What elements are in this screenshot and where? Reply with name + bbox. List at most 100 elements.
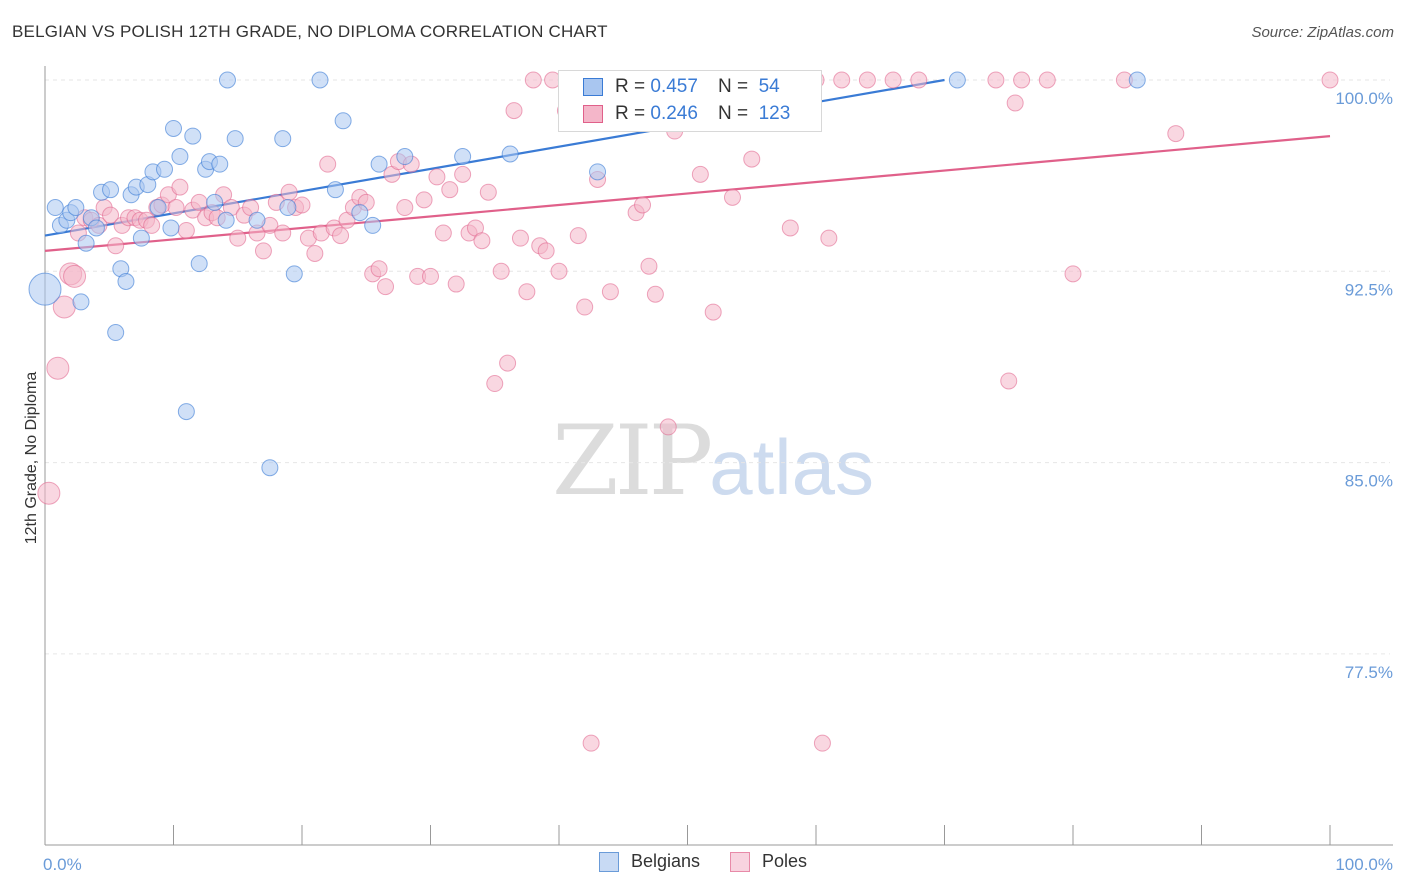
x-tick-label-max: 100.0% bbox=[1335, 855, 1393, 874]
poles-point bbox=[640, 257, 658, 275]
belgians-point bbox=[132, 229, 150, 247]
poles-point bbox=[415, 191, 433, 209]
series-label-poles: Poles bbox=[762, 851, 808, 871]
belgians-point bbox=[501, 145, 519, 163]
poles-point bbox=[473, 232, 491, 250]
poles-point bbox=[1038, 71, 1056, 89]
chart-title: BELGIAN VS POLISH 12TH GRADE, NO DIPLOMA… bbox=[12, 22, 608, 41]
belgians-point bbox=[217, 211, 235, 229]
series-swatch-pink bbox=[730, 851, 750, 872]
belgians-point bbox=[326, 181, 344, 199]
poles-point bbox=[1064, 265, 1082, 283]
legend-r-value: 0.246 bbox=[650, 103, 698, 124]
gridlines bbox=[45, 79, 1390, 655]
belgians-point bbox=[218, 71, 236, 89]
belgians-point bbox=[279, 199, 297, 217]
poles-point bbox=[177, 221, 195, 239]
belgians-point bbox=[107, 324, 125, 342]
poles-point bbox=[511, 229, 529, 247]
poles-point bbox=[171, 178, 189, 196]
poles-point bbox=[1006, 94, 1024, 112]
belgians-point bbox=[72, 293, 90, 311]
belgians-point bbox=[1128, 71, 1146, 89]
legend-r-value: 0.457 bbox=[650, 76, 698, 97]
belgians-point bbox=[177, 403, 195, 421]
belgians-point bbox=[67, 199, 85, 217]
poles-point bbox=[492, 262, 510, 280]
belgians-point bbox=[248, 211, 266, 229]
belgians-point bbox=[311, 71, 329, 89]
belgians-point bbox=[46, 199, 64, 217]
source-label: Source: ZipAtlas.com bbox=[1251, 24, 1394, 41]
poles-point bbox=[723, 188, 741, 206]
poles-point bbox=[987, 71, 1005, 89]
poles-point bbox=[601, 283, 619, 301]
poles-point bbox=[550, 262, 568, 280]
belgians-points bbox=[28, 71, 1146, 477]
poles-point bbox=[63, 264, 87, 288]
y-tick-label: 100.0% bbox=[1335, 89, 1393, 108]
tick-labels: 100.0% 92.5% 85.0% 77.5% 0.0% 100.0% bbox=[43, 89, 1393, 874]
belgians-point bbox=[285, 265, 303, 283]
series-legend: Belgians Poles bbox=[0, 851, 1406, 872]
watermark: ZIPatlas bbox=[552, 405, 874, 517]
belgians-point bbox=[334, 112, 352, 130]
poles-point bbox=[820, 229, 838, 247]
belgians-point bbox=[149, 199, 167, 217]
belgians-point bbox=[370, 155, 388, 173]
poles-point bbox=[454, 165, 472, 183]
poles-point bbox=[646, 285, 664, 303]
watermark-zip: ZIP bbox=[552, 405, 713, 517]
poles-point bbox=[479, 183, 497, 201]
belgians-point bbox=[454, 148, 472, 166]
poles-point bbox=[704, 303, 722, 321]
axes bbox=[44, 66, 1393, 846]
poles-point bbox=[396, 199, 414, 217]
legend-row-belgians: R = 0.457 N = 54 bbox=[583, 75, 780, 99]
belgians-point bbox=[171, 148, 189, 166]
series-legend-belgians: Belgians bbox=[598, 851, 700, 872]
belgians-point bbox=[165, 119, 182, 137]
poles-point bbox=[422, 267, 439, 285]
legend-n-value: 123 bbox=[758, 103, 791, 124]
belgians-point bbox=[162, 219, 180, 237]
legend-r-label: R = bbox=[615, 76, 646, 97]
series-label-belgians: Belgians bbox=[630, 851, 700, 871]
poles-point bbox=[499, 354, 517, 372]
poles-point bbox=[486, 375, 504, 393]
belgians-point bbox=[226, 130, 244, 148]
poles-point bbox=[447, 275, 465, 293]
poles-point bbox=[743, 150, 761, 168]
legend-n-label: N = bbox=[717, 76, 749, 97]
belgians-point bbox=[156, 160, 174, 178]
poles-point bbox=[319, 155, 337, 173]
y-axis-title: 12th Grade, No Diploma bbox=[23, 372, 40, 545]
poles-point bbox=[781, 219, 799, 237]
poles-point bbox=[910, 71, 928, 89]
poles-point bbox=[691, 165, 709, 183]
poles-point bbox=[434, 224, 452, 242]
poles-point bbox=[306, 244, 324, 262]
y-tick-label: 92.5% bbox=[1345, 280, 1393, 299]
poles-point bbox=[1000, 372, 1018, 390]
belgians-point bbox=[261, 459, 279, 477]
poles-point bbox=[143, 216, 161, 234]
poles-point bbox=[102, 206, 120, 224]
belgians-point bbox=[948, 71, 966, 89]
correlation-legend: R = 0.457 N = 54 R = 0.246 N = 123 bbox=[558, 70, 822, 132]
y-tick-label: 77.5% bbox=[1345, 663, 1393, 682]
belgians-point bbox=[211, 155, 229, 173]
series-swatch-blue bbox=[598, 851, 619, 872]
x-tick-label-min: 0.0% bbox=[43, 855, 82, 874]
legend-row-poles: R = 0.246 N = 123 bbox=[583, 102, 790, 126]
poles-point bbox=[524, 71, 542, 89]
watermark-atlas: atlas bbox=[709, 423, 874, 511]
poles-point bbox=[1167, 125, 1185, 143]
poles-point bbox=[428, 168, 446, 186]
belgians-point bbox=[87, 219, 105, 237]
poles-point bbox=[167, 199, 185, 217]
legend-swatch-blue bbox=[583, 78, 603, 96]
poles-point bbox=[813, 734, 831, 752]
legend-r-label: R = bbox=[615, 103, 646, 124]
poles-point bbox=[332, 227, 350, 245]
